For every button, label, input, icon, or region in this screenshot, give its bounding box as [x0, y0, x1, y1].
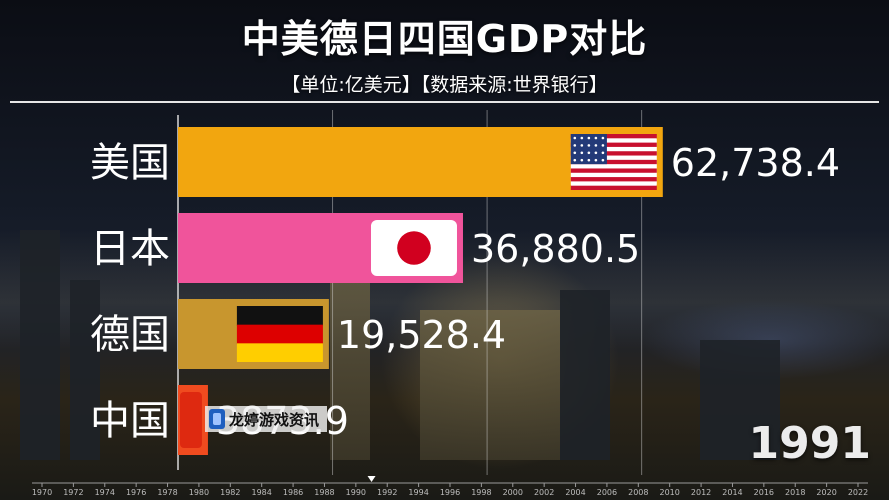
- timeline-tick-label: 1976: [126, 488, 146, 497]
- app-icon: [209, 409, 225, 429]
- timeline-tick-label: 2018: [785, 488, 805, 497]
- timeline-tick-label: 1988: [314, 488, 334, 497]
- building: [700, 340, 780, 460]
- timeline-tick-label: 1992: [377, 488, 397, 497]
- timeline-tick-label: 2008: [628, 488, 648, 497]
- timeline-tick-label: 1984: [252, 488, 272, 497]
- timeline-tick-label: 1994: [408, 488, 428, 497]
- building: [330, 260, 370, 460]
- title-divider: [10, 101, 879, 103]
- timeline-tick-label: 1978: [157, 488, 177, 497]
- timeline-tick-label: 1974: [95, 488, 115, 497]
- timeline-tick-label: 1970: [32, 488, 52, 497]
- chart-title: 中美德日四国GDP对比: [241, 17, 648, 61]
- category-label: 日本: [90, 226, 170, 272]
- category-label: 德国: [90, 312, 170, 358]
- timeline-tick-label: 1982: [220, 488, 240, 497]
- timeline-tick-label: 1986: [283, 488, 303, 497]
- timeline-tick-label: 1972: [63, 488, 83, 497]
- timeline-tick-label: 2022: [848, 488, 868, 497]
- category-label: 中国: [90, 398, 170, 444]
- year-label: 1991: [748, 418, 871, 469]
- chart-subtitle: 【单位:亿美元】【数据来源:世界银行】: [281, 74, 608, 96]
- timeline-tick-label: 2020: [816, 488, 836, 497]
- value-label: 19,528.4: [337, 313, 506, 357]
- germany-flag-icon: [236, 306, 323, 362]
- timeline-tick-label: 2002: [534, 488, 554, 497]
- building: [560, 290, 610, 460]
- timeline-tick-label: 1996: [440, 488, 460, 497]
- category-label: 美国: [90, 140, 170, 186]
- building: [420, 310, 560, 460]
- usa-flag-icon: [570, 134, 657, 190]
- building: [70, 280, 100, 460]
- timeline-tick-label: 1990: [346, 488, 366, 497]
- value-label: 36,880.5: [471, 227, 640, 271]
- timeline-tick-label: 2016: [754, 488, 774, 497]
- value-label: 62,738.4: [671, 141, 840, 185]
- timeline-tick-label: 2010: [660, 488, 680, 497]
- china-flag-icon: [180, 392, 202, 448]
- timeline-tick-label: 2014: [722, 488, 742, 497]
- watermark: 龙婷游戏资讯: [205, 406, 328, 432]
- watermark-text: 龙婷游戏资讯: [229, 410, 320, 429]
- japan-flag-icon: [370, 220, 457, 276]
- timeline-tick-label: 2004: [565, 488, 585, 497]
- timeline-marker: [367, 476, 376, 482]
- timeline-tick-label: 1980: [189, 488, 209, 497]
- timeline-tick-label: 2000: [503, 488, 523, 497]
- timeline-tick-label: 1998: [471, 488, 491, 497]
- building: [20, 230, 60, 460]
- timeline-tick-label: 2012: [691, 488, 711, 497]
- timeline-tick-label: 2006: [597, 488, 617, 497]
